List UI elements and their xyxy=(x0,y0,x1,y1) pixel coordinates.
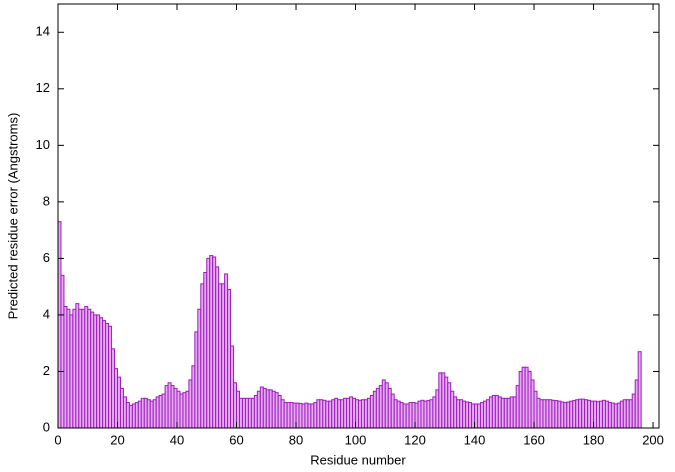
x-tick-label: 180 xyxy=(583,432,605,447)
y-tick-label: 12 xyxy=(36,80,50,95)
x-tick-label: 0 xyxy=(54,432,61,447)
y-tick-label: 10 xyxy=(36,137,50,152)
x-tick-label: 20 xyxy=(110,432,124,447)
y-tick-label: 8 xyxy=(43,193,50,208)
y-tick-label: 0 xyxy=(43,419,50,434)
x-tick-label: 140 xyxy=(464,432,486,447)
x-tick-label: 120 xyxy=(404,432,426,447)
y-tick-label: 2 xyxy=(43,363,50,378)
x-tick-label: 200 xyxy=(642,432,664,447)
bar xyxy=(637,351,642,429)
x-tick-label: 80 xyxy=(289,432,303,447)
x-tick-label: 100 xyxy=(345,432,367,447)
x-axis-label: Residue number xyxy=(310,452,406,467)
y-axis-label: Predicted residue error (Angstroms) xyxy=(5,113,20,320)
y-tick-label: 14 xyxy=(36,24,50,39)
x-tick-label: 60 xyxy=(229,432,243,447)
x-tick-label: 40 xyxy=(170,432,184,447)
plot-frame xyxy=(57,3,660,429)
x-tick-label: 160 xyxy=(523,432,545,447)
y-tick-label: 6 xyxy=(43,250,50,265)
y-tick-label: 4 xyxy=(43,306,50,321)
